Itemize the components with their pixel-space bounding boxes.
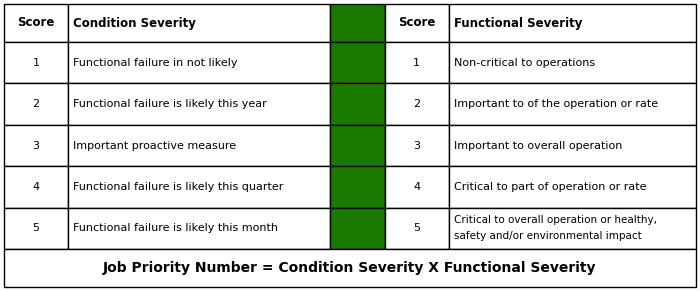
Bar [4, 4, 69, 42]
Bar [4, 249, 696, 287]
Text: Score: Score [398, 17, 435, 29]
Text: 4: 4 [413, 182, 420, 192]
Text: Functional failure is likely this year: Functional failure is likely this year [74, 99, 267, 109]
Text: Functional failure is likely this quarter: Functional failure is likely this quarte… [74, 182, 284, 192]
Text: Functional failure is likely this month: Functional failure is likely this month [74, 223, 279, 233]
Bar [330, 207, 384, 249]
Bar [330, 125, 384, 166]
Bar [69, 166, 330, 207]
Text: 4: 4 [33, 182, 40, 192]
Bar [4, 42, 69, 84]
Bar [330, 166, 384, 207]
Bar [69, 84, 330, 125]
Text: 1: 1 [413, 58, 420, 68]
Text: 5: 5 [413, 223, 420, 233]
Bar [330, 84, 384, 125]
Bar [449, 207, 696, 249]
Text: 1: 1 [33, 58, 40, 68]
Text: Important to of the operation or rate: Important to of the operation or rate [454, 99, 658, 109]
Text: Score: Score [18, 17, 55, 29]
Text: Critical to overall operation or healthy,: Critical to overall operation or healthy… [454, 215, 657, 226]
Bar [449, 125, 696, 166]
Text: 2: 2 [33, 99, 40, 109]
Bar [384, 125, 449, 166]
Bar [330, 4, 384, 42]
Text: Functional Severity: Functional Severity [454, 17, 582, 29]
Text: Condition Severity: Condition Severity [74, 17, 196, 29]
Text: Important to overall operation: Important to overall operation [454, 141, 622, 150]
Bar [384, 166, 449, 207]
Bar [449, 84, 696, 125]
Text: 5: 5 [33, 223, 40, 233]
Bar [330, 42, 384, 84]
Text: 3: 3 [33, 141, 40, 150]
Text: 2: 2 [413, 99, 420, 109]
Bar [4, 207, 69, 249]
Bar [384, 42, 449, 84]
Bar [69, 125, 330, 166]
Text: 3: 3 [413, 141, 420, 150]
Bar [384, 4, 449, 42]
Text: Non-critical to operations: Non-critical to operations [454, 58, 595, 68]
Text: Job Priority Number = Condition Severity X Functional Severity: Job Priority Number = Condition Severity… [104, 261, 596, 275]
Bar [69, 4, 330, 42]
Bar [384, 207, 449, 249]
Bar [449, 4, 696, 42]
Bar [4, 166, 69, 207]
Bar [4, 84, 69, 125]
Bar [449, 42, 696, 84]
Text: Important proactive measure: Important proactive measure [74, 141, 237, 150]
Bar [69, 207, 330, 249]
Text: Functional failure in not likely: Functional failure in not likely [74, 58, 238, 68]
Bar [449, 166, 696, 207]
Bar [384, 84, 449, 125]
Bar [4, 125, 69, 166]
Text: Critical to part of operation or rate: Critical to part of operation or rate [454, 182, 646, 192]
Bar [69, 42, 330, 84]
Text: safety and/or environmental impact: safety and/or environmental impact [454, 231, 642, 241]
